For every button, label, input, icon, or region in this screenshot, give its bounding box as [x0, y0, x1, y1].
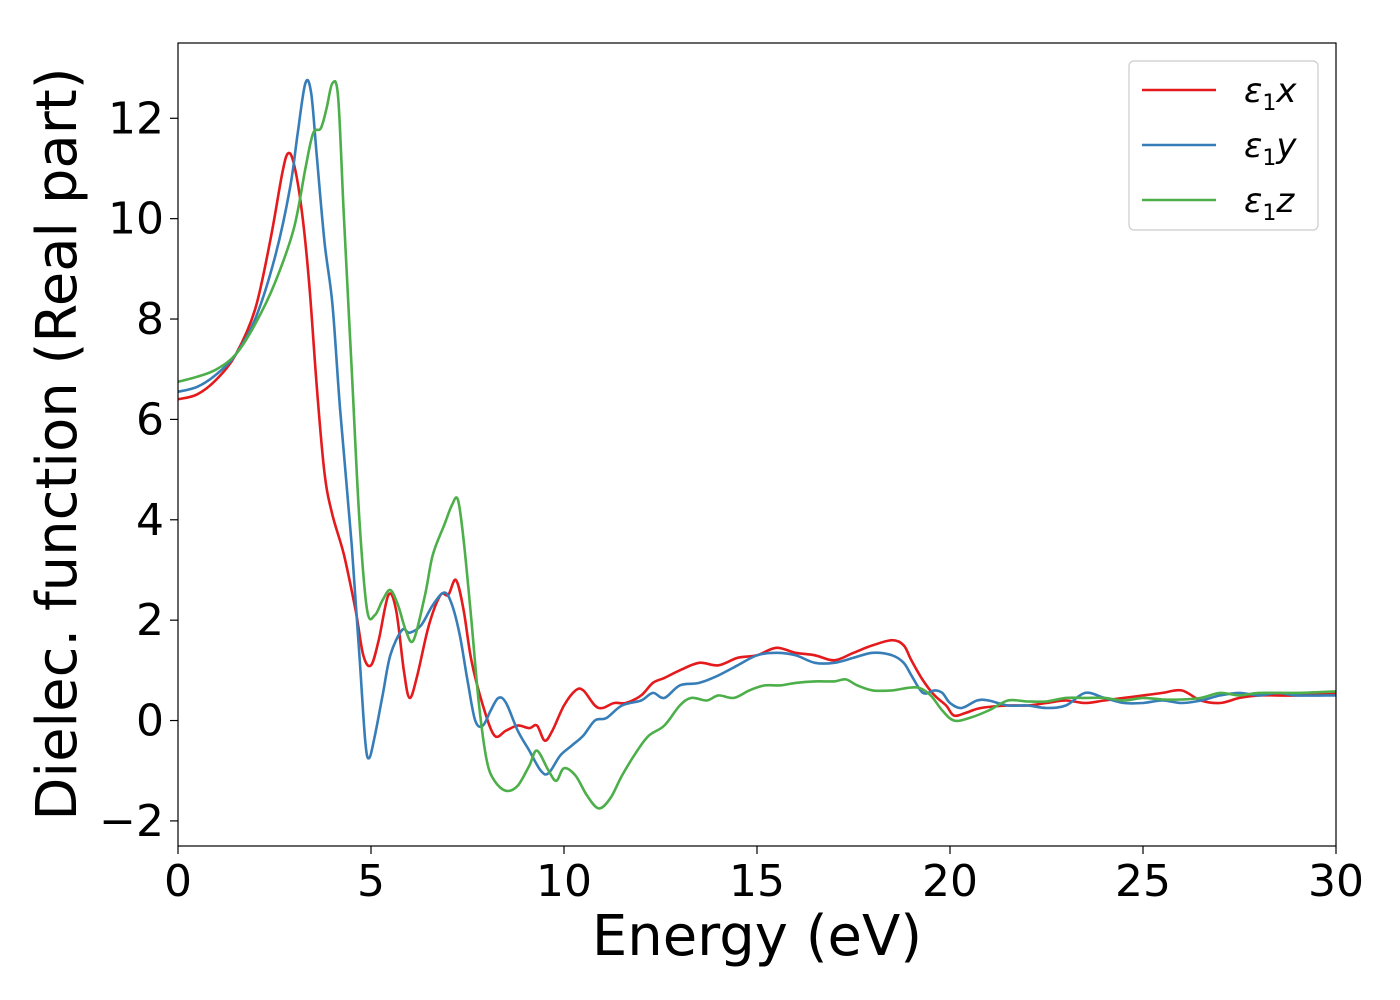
y-tick-label: 10 [108, 194, 164, 245]
legend-box [1128, 60, 1319, 231]
x-tick-label: 10 [536, 856, 592, 907]
y-tick-label: 12 [108, 93, 164, 144]
y-axis-title: Dielec. function (Real part) [25, 67, 90, 820]
x-tick-label: 25 [1115, 856, 1171, 907]
x-axis: 0 5 10 15 20 25 30 [164, 846, 1364, 907]
x-tick-label: 20 [922, 856, 978, 907]
x-tick-label: 30 [1308, 856, 1364, 907]
y-tick-label: 6 [136, 394, 164, 445]
legend-label-z: ε1z [1244, 181, 1295, 226]
legend: ε1x ε1y ε1z [1128, 60, 1319, 231]
y-tick-label: 2 [136, 595, 164, 646]
legend-label-x: ε1x [1244, 71, 1297, 116]
series-line-y [178, 78, 1336, 776]
y-tick-label: 8 [136, 294, 164, 345]
series-line-z [178, 79, 1336, 810]
y-tick-label: 0 [136, 696, 164, 747]
y-axis: −2 0 2 4 6 8 10 12 [99, 93, 178, 847]
legend-label-y: ε1y [1244, 126, 1297, 171]
y-tick-label: 4 [136, 495, 164, 546]
series-lines [178, 78, 1336, 810]
x-tick-label: 5 [357, 856, 385, 907]
x-tick-label: 15 [729, 856, 785, 907]
x-axis-title: Energy (eV) [592, 904, 922, 969]
y-tick-label: −2 [99, 796, 164, 847]
x-tick-label: 0 [164, 856, 192, 907]
